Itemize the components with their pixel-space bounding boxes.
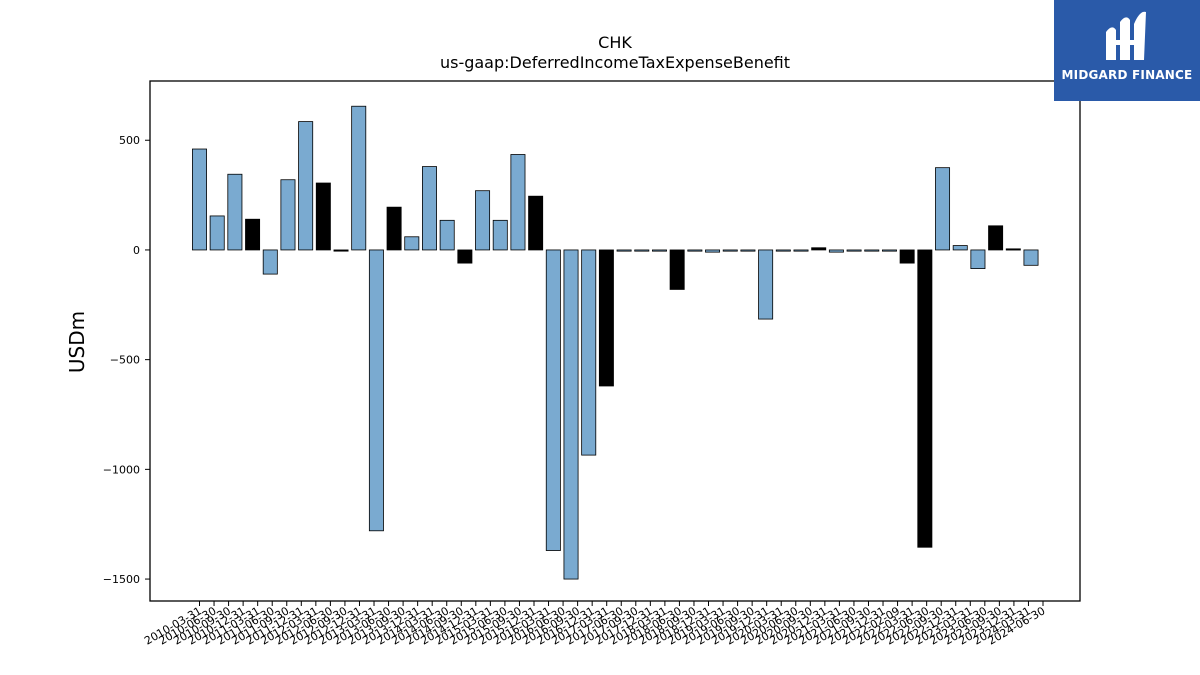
y-tick-label: −500 [110, 354, 140, 367]
bar [368, 249, 384, 532]
bar [899, 249, 915, 264]
bar [510, 154, 526, 251]
bar [864, 249, 880, 252]
y-tick-label: 500 [119, 134, 140, 147]
bar [758, 249, 774, 320]
bar [209, 215, 225, 251]
bar [404, 236, 420, 251]
chart-subtitle: us-gaap:DeferredIncomeTaxExpenseBenefit [440, 53, 790, 72]
bar [775, 249, 791, 252]
y-axis-label: USDm [65, 311, 89, 373]
brand-name: MIDGARD FINANCE [1061, 68, 1193, 82]
bar [952, 245, 968, 251]
bar [917, 249, 933, 548]
x-axis: 2010-03-312010-06-302010-09-302010-12-31… [142, 601, 1048, 648]
bar [988, 225, 1004, 251]
brand-logo: MIDGARD FINANCE [1054, 0, 1200, 101]
bar [475, 190, 491, 251]
bar [652, 249, 667, 252]
bar [227, 173, 243, 251]
bar [422, 166, 437, 251]
bar [280, 179, 296, 251]
bar [846, 249, 862, 252]
bar [298, 121, 314, 251]
bar [687, 249, 703, 252]
bar [811, 247, 827, 251]
chart-title: CHK [598, 33, 632, 52]
bar [457, 249, 473, 264]
bar [439, 219, 455, 251]
bar [545, 249, 561, 551]
bars [192, 105, 1039, 580]
y-tick-label: 0 [133, 244, 140, 257]
bar [722, 249, 738, 252]
y-axis: 500 0 −500 −1000 −1500 [103, 134, 150, 586]
bar [705, 249, 721, 253]
bar [828, 249, 844, 253]
bar [1005, 248, 1021, 251]
bar [333, 249, 349, 252]
bar [315, 182, 331, 251]
bar [262, 249, 278, 275]
bar [351, 105, 367, 251]
bar [192, 148, 207, 251]
bar [935, 167, 951, 251]
bar [563, 249, 579, 580]
bar [492, 219, 508, 251]
bar [581, 249, 597, 456]
midgard-logo-icon [1106, 11, 1146, 60]
plot-frame [149, 80, 1081, 602]
bar [245, 218, 261, 251]
bar [1023, 249, 1039, 266]
bar [970, 249, 986, 269]
bar [634, 249, 650, 252]
bar [740, 249, 756, 252]
bar [386, 206, 402, 251]
y-tick-label: −1000 [103, 463, 140, 476]
bar [598, 249, 614, 387]
bar [669, 249, 685, 290]
bar [616, 249, 632, 252]
bar [793, 249, 809, 252]
y-tick-label: −1500 [103, 573, 140, 586]
bar [528, 195, 544, 251]
bar [881, 249, 897, 252]
